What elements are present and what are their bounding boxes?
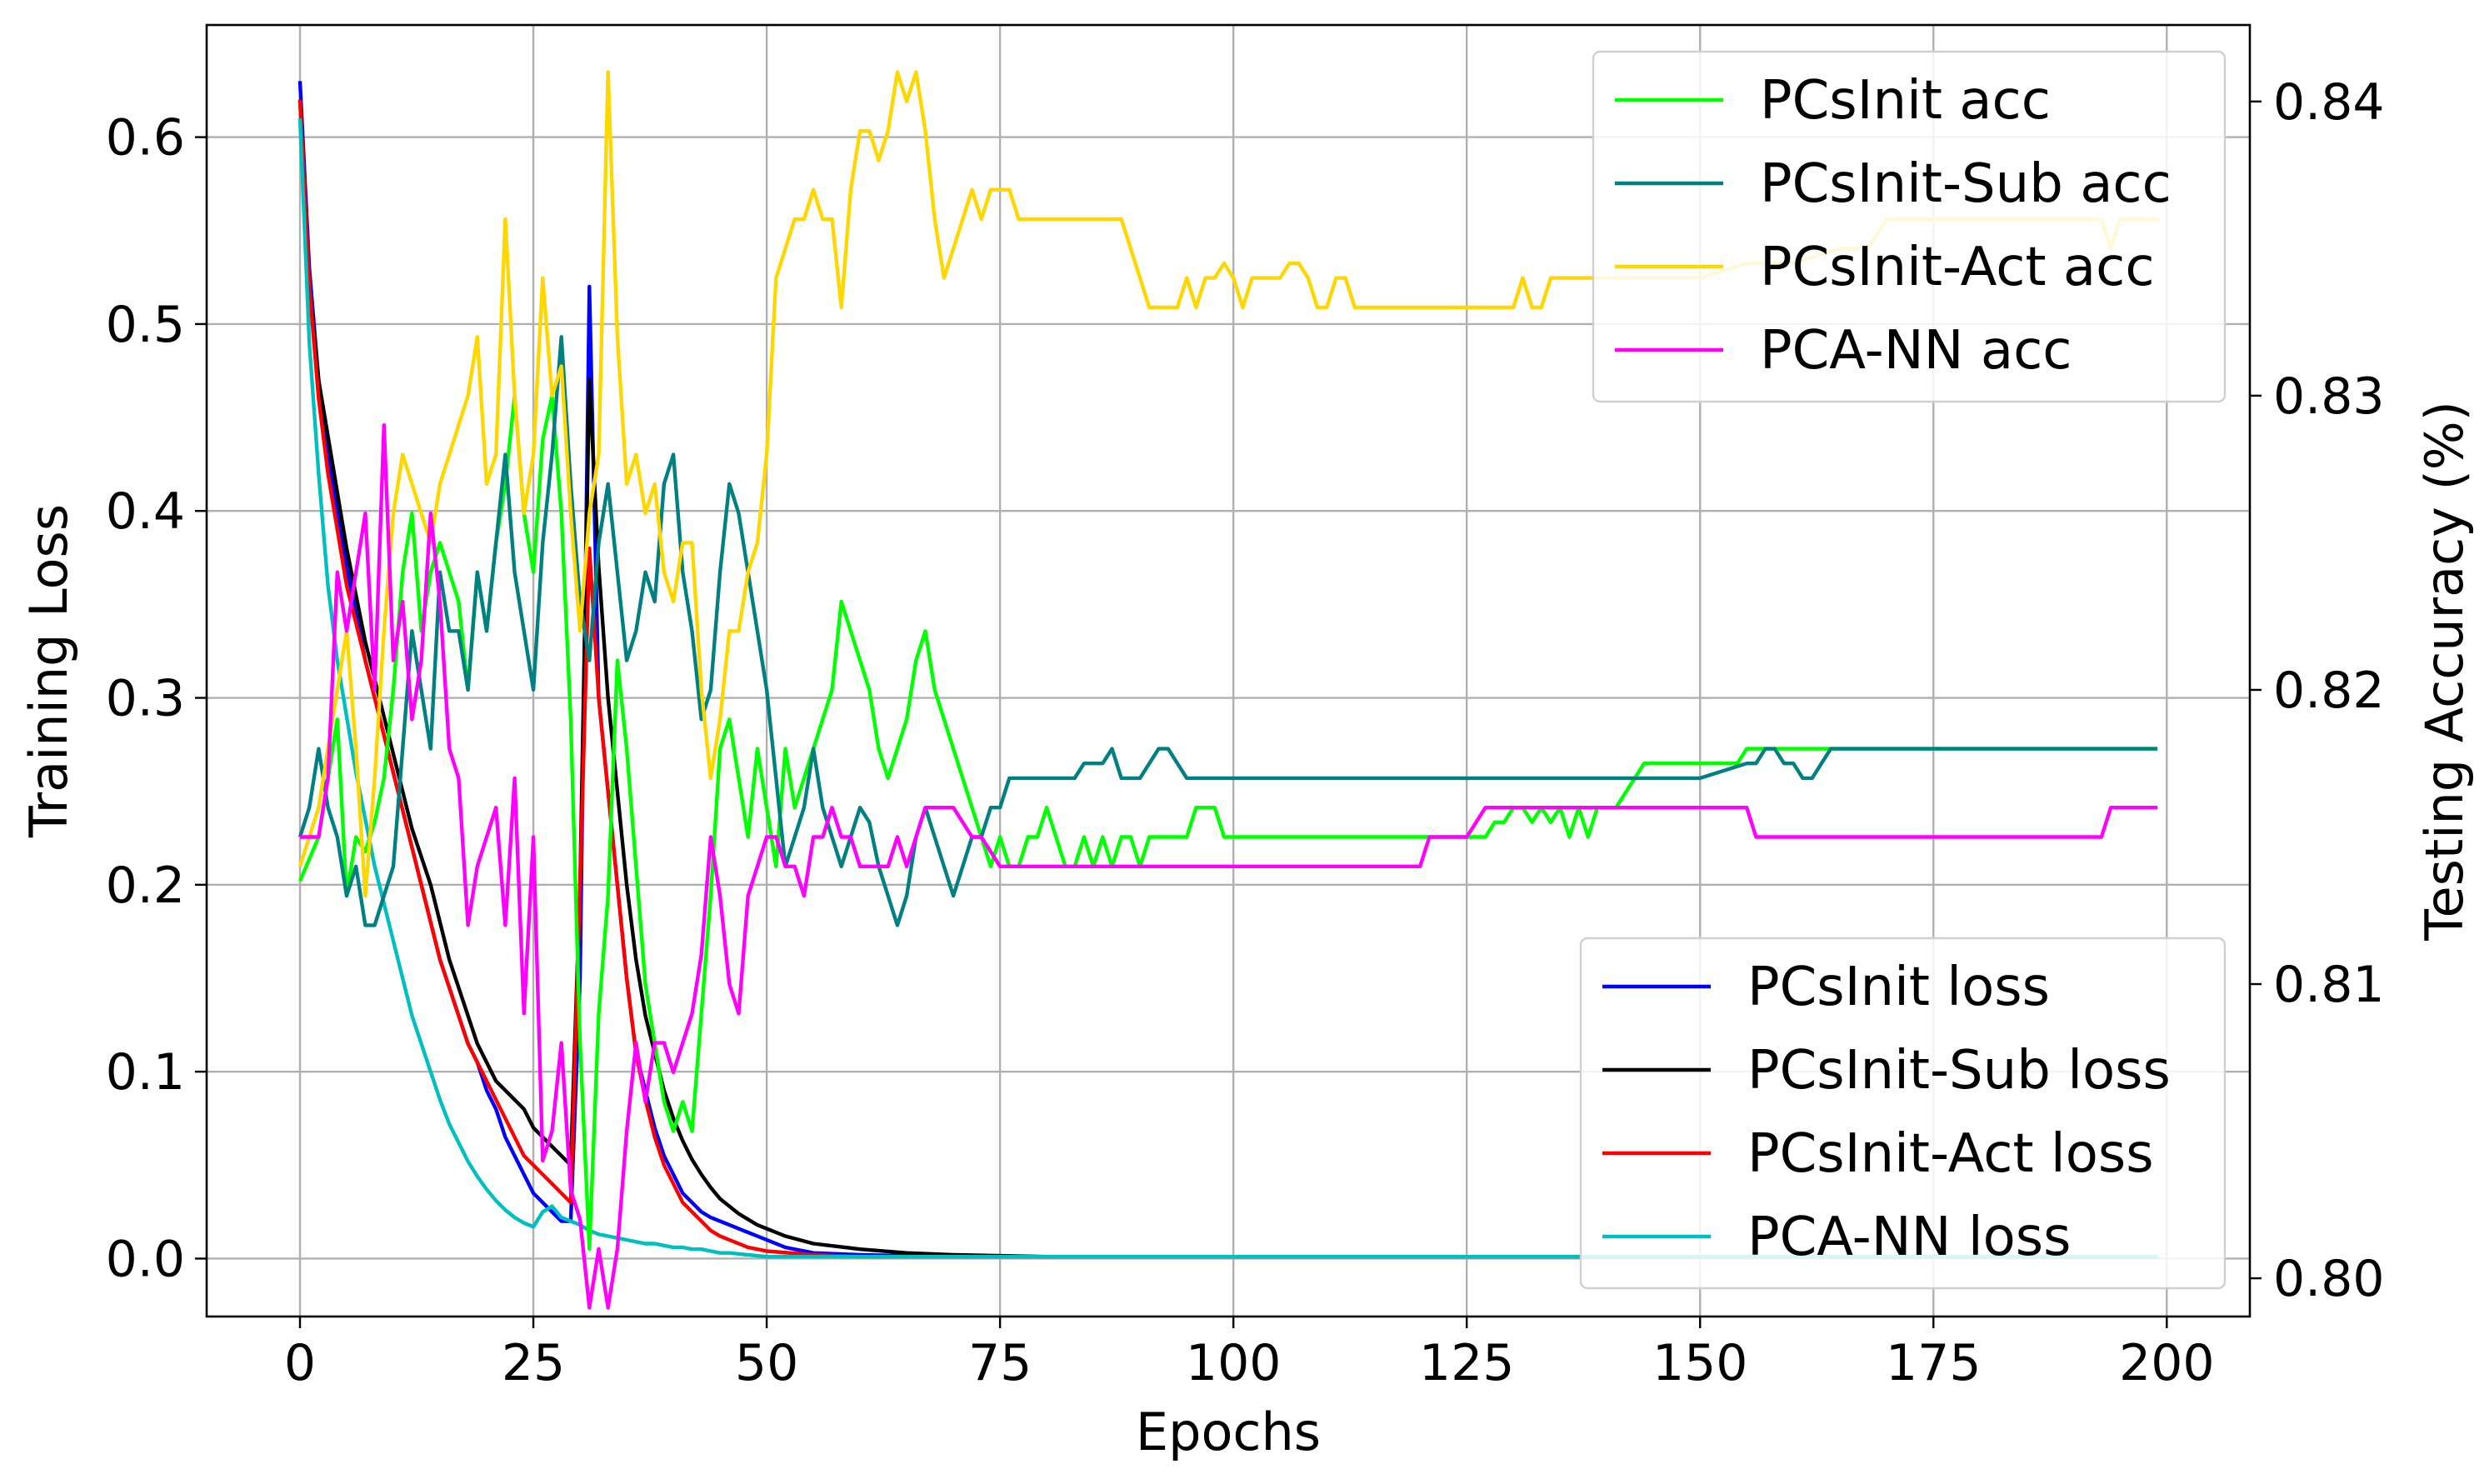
series-line-pca-nn-loss (297, 118, 2158, 1259)
right-y-tick-label: 0.83 (2273, 367, 2385, 426)
right-y-tick-label: 0.82 (2273, 662, 2385, 720)
left-y-axis-title: Training Loss (18, 504, 79, 838)
x-tick-label: 0 (284, 1334, 316, 1392)
legend-label: PCA-NN acc (1760, 320, 2072, 382)
legend-box (1592, 50, 2227, 403)
left-y-tick-label: 0.4 (106, 482, 185, 541)
legend-label: PCsInit acc (1760, 70, 2051, 132)
x-tick-label: 150 (1652, 1334, 1748, 1392)
legend-label: PCsInit-Sub acc (1760, 153, 2172, 215)
series-line-pcsinit-act-acc (297, 70, 2158, 898)
x-tick-label: 175 (1886, 1334, 1982, 1392)
accuracy-series-group (297, 70, 2158, 1310)
right-y-tick-label: 0.84 (2273, 73, 2385, 132)
x-tick-label: 75 (968, 1334, 1032, 1392)
legend-label: PCsInit-Act loss (1747, 1123, 2154, 1185)
left-y-tick-label: 0.3 (106, 670, 185, 728)
legend-box (1579, 937, 2227, 1290)
loss-series-group (297, 81, 2158, 1259)
legend-loss: PCsInit loss PCsInit-Sub loss PCsInit-Act … (1579, 937, 2227, 1290)
left-y-tick-label: 0.6 (106, 109, 185, 167)
left-y-tick-label: 0.2 (106, 857, 185, 915)
left-y-tick-label: 0.0 (106, 1230, 185, 1288)
right-y-tick-label: 0.80 (2273, 1250, 2385, 1308)
x-axis-title: Epochs (1136, 1402, 1321, 1462)
x-tick-label: 100 (1186, 1334, 1282, 1392)
x-tick-label: 200 (2119, 1334, 2215, 1392)
left-y-tick-label: 0.1 (106, 1043, 185, 1102)
legend-label: PCsInit loss (1747, 957, 2050, 1018)
plot-frame (205, 23, 2252, 1318)
legend-accuracy: PCsInit acc PCsInit-Sub acc PCsInit-Act ac… (1592, 50, 2227, 403)
right-y-axis-title: Testing Accuracy (%) (2414, 401, 2475, 942)
series-line-pca-nn-acc (300, 423, 2158, 1310)
x-tick-label: 125 (1419, 1334, 1515, 1392)
x-tick-label: 25 (502, 1334, 565, 1392)
legend-label: PCA-NN loss (1747, 1207, 2071, 1268)
left-y-tick-label: 0.5 (106, 296, 185, 354)
x-tick-label: 50 (735, 1334, 798, 1392)
right-y-tick-label: 0.81 (2273, 956, 2385, 1014)
legend-label: PCsInit-Act acc (1760, 237, 2155, 298)
series-line-pcsinit-act-loss (297, 99, 2158, 1259)
legend-label: PCsInit-Sub loss (1747, 1040, 2171, 1102)
axis-ticks: 0 25 50 75 100 125 150 175 200 0.0 0.1 0.2 0.3 0.4 0.5… (106, 73, 2385, 1392)
series-line-pcsinit-sub-acc (297, 335, 2158, 927)
